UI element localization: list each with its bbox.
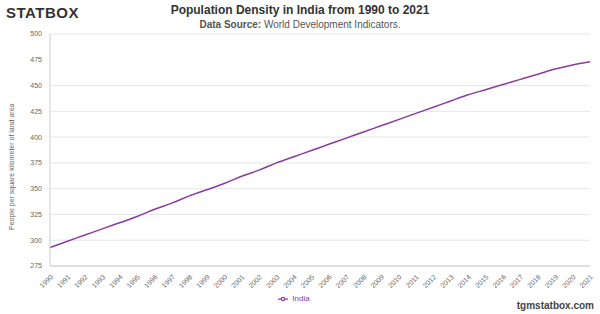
- svg-text:1993: 1993: [91, 273, 107, 289]
- svg-text:1995: 1995: [125, 273, 141, 289]
- svg-text:2010: 2010: [387, 273, 403, 289]
- svg-text:1990: 1990: [38, 273, 54, 289]
- svg-text:2007: 2007: [334, 273, 350, 289]
- svg-text:2001: 2001: [230, 273, 246, 289]
- svg-text:350: 350: [30, 185, 42, 192]
- svg-text:475: 475: [30, 56, 42, 63]
- svg-text:2017: 2017: [509, 273, 525, 289]
- svg-text:2021: 2021: [578, 273, 592, 289]
- svg-text:1991: 1991: [56, 273, 72, 289]
- svg-text:1992: 1992: [73, 273, 89, 289]
- svg-text:2002: 2002: [247, 273, 263, 289]
- svg-text:275: 275: [30, 262, 42, 269]
- svg-text:2014: 2014: [456, 273, 472, 289]
- svg-text:400: 400: [30, 134, 42, 141]
- html-text:tgmstatbox.com: tgmstatbox.com: [516, 300, 594, 311]
- svg-text:2008: 2008: [352, 273, 368, 289]
- svg-text:1999: 1999: [195, 273, 211, 289]
- svg-text:500: 500: [30, 30, 42, 37]
- svg-text:2013: 2013: [439, 273, 455, 289]
- svg-text:2006: 2006: [317, 273, 333, 289]
- svg-text:2019: 2019: [543, 273, 559, 289]
- svg-text:1994: 1994: [108, 273, 124, 289]
- svg-text:People per square kilometer of: People per square kilometer of land area: [8, 103, 16, 230]
- svg-text:425: 425: [30, 108, 42, 115]
- html-text:STATBOX: STATBOX: [6, 4, 79, 21]
- svg-text:2004: 2004: [282, 273, 298, 289]
- svg-text:1997: 1997: [160, 273, 176, 289]
- html-text:India: India: [292, 294, 310, 304]
- svg-text:375: 375: [30, 159, 42, 166]
- svg-text:1998: 1998: [178, 273, 194, 289]
- svg-text:2011: 2011: [404, 273, 420, 289]
- svg-text:2003: 2003: [265, 273, 281, 289]
- svg-text:2016: 2016: [491, 273, 507, 289]
- svg-text:2015: 2015: [474, 273, 490, 289]
- svg-text:2012: 2012: [421, 273, 437, 289]
- svg-text:2009: 2009: [369, 273, 385, 289]
- html-text:Population Density in India fr: Population Density in India from 1990 to…: [170, 3, 430, 17]
- svg-text:2005: 2005: [300, 273, 316, 289]
- html-text:Data Source: World Development: Data Source: World Development Indicator…: [199, 19, 401, 30]
- svg-text:450: 450: [30, 82, 42, 89]
- svg-text:2000: 2000: [212, 273, 228, 289]
- svg-text:2020: 2020: [561, 273, 577, 289]
- svg-text:2018: 2018: [526, 273, 542, 289]
- svg-text:1996: 1996: [143, 273, 159, 289]
- svg-text:325: 325: [30, 211, 42, 218]
- svg-text:300: 300: [30, 237, 42, 244]
